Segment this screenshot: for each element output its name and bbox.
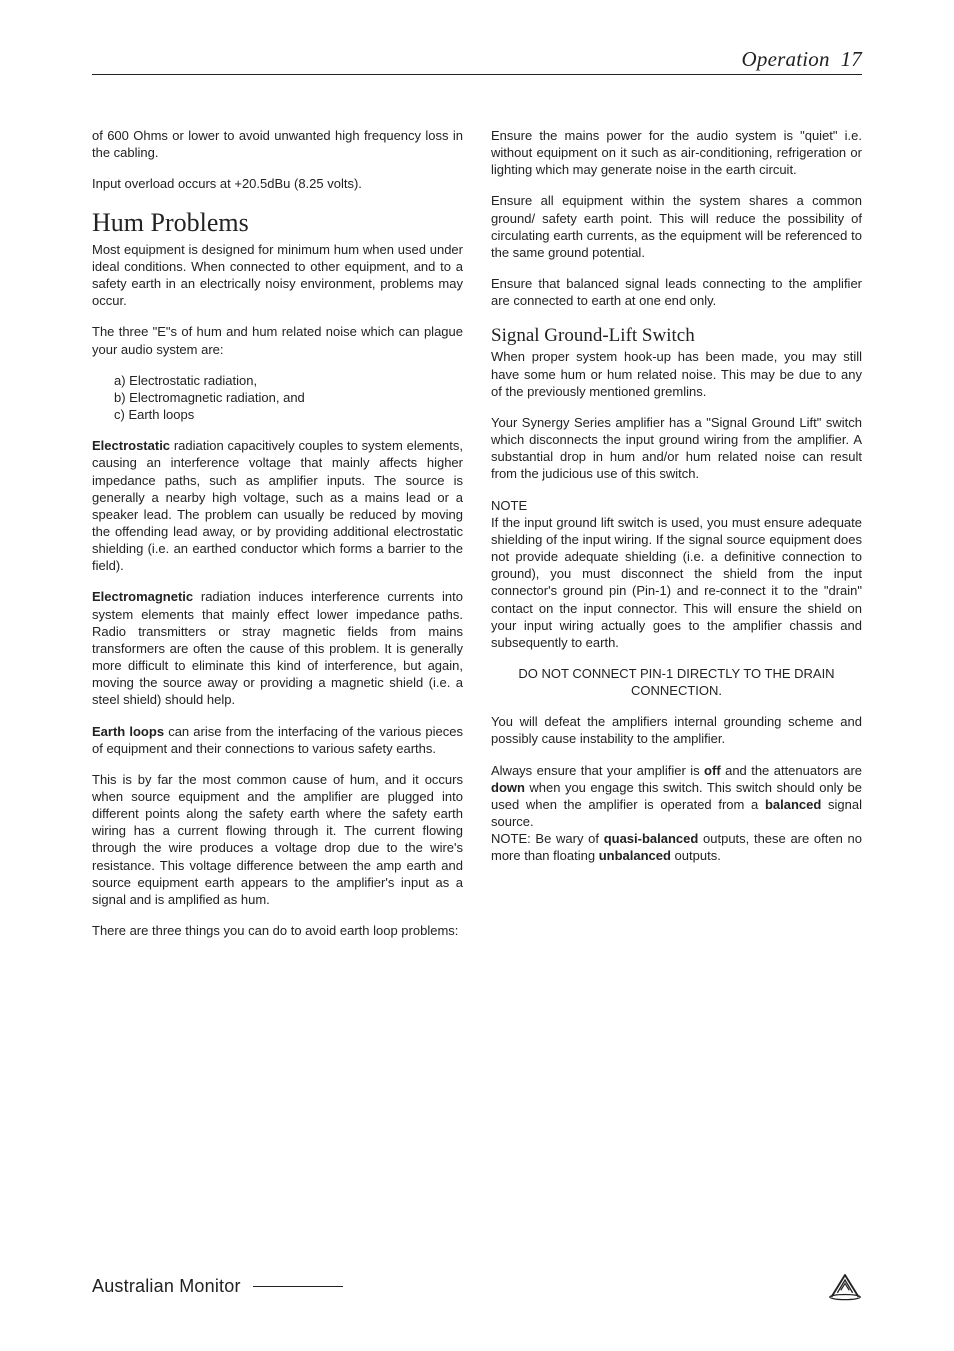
- paragraph-text: NOTE: Be wary of: [491, 831, 604, 846]
- term-earth-loops: Earth loops: [92, 724, 164, 739]
- paragraph: of 600 Ohms or lower to avoid unwanted h…: [92, 127, 463, 161]
- page: Operation 17 of 600 Ohms or lower to avo…: [0, 0, 954, 1351]
- paragraph: Ensure that balanced signal leads connec…: [491, 275, 862, 309]
- term-quasi-balanced: quasi-balanced: [604, 831, 699, 846]
- paragraph: Electrostatic radiation capacitively cou…: [92, 437, 463, 574]
- paragraph: Electromagnetic radiation induces interf…: [92, 588, 463, 708]
- paragraph: Your Synergy Series amplifier has a "Sig…: [491, 414, 862, 483]
- paragraph-text: Always ensure that your amplifier is: [491, 763, 704, 778]
- heading-hum-problems: Hum Problems: [92, 206, 463, 240]
- page-footer: Australian Monitor: [92, 1271, 862, 1301]
- paragraph: Ensure all equipment within the system s…: [491, 192, 862, 261]
- body-columns: of 600 Ohms or lower to avoid unwanted h…: [92, 127, 862, 953]
- paragraph-text: and the attenuators are: [721, 763, 862, 778]
- term-balanced: balanced: [765, 797, 821, 812]
- list-item: c) Earth loops: [114, 406, 463, 423]
- header-section: Operation: [742, 47, 830, 71]
- paragraph: Always ensure that your amplifier is off…: [491, 762, 862, 831]
- term-off: off: [704, 763, 721, 778]
- header-rule: [92, 74, 862, 75]
- term-electrostatic: Electrostatic: [92, 438, 170, 453]
- heading-signal-ground-lift: Signal Ground-Lift Switch: [491, 323, 862, 348]
- paragraph: NOTE: Be wary of quasi-balanced outputs,…: [491, 830, 862, 864]
- footer-rule: [253, 1286, 343, 1287]
- paragraph: Earth loops can arise from the interfaci…: [92, 723, 463, 757]
- three-es-list: a) Electrostatic radiation, b) Electroma…: [92, 372, 463, 423]
- brand-text: Australian Monitor: [92, 1276, 241, 1297]
- paragraph: You will defeat the amplifiers internal …: [491, 713, 862, 747]
- paragraph-text: outputs.: [671, 848, 721, 863]
- paragraph: When proper system hook-up has been made…: [491, 348, 862, 399]
- warning-text: DO NOT CONNECT PIN-1 DIRECTLY TO THE DRA…: [491, 665, 862, 699]
- paragraph: The three "E"s of hum and hum related no…: [92, 323, 463, 357]
- term-electromagnetic: Electromagnetic: [92, 589, 193, 604]
- paragraph: Input overload occurs at +20.5dBu (8.25 …: [92, 175, 463, 192]
- paragraph-text: radiation induces interference currents …: [92, 589, 463, 707]
- paragraph: Most equipment is designed for minimum h…: [92, 241, 463, 310]
- note-label: NOTE: [491, 497, 862, 514]
- list-item: a) Electrostatic radiation,: [114, 372, 463, 389]
- footer-brand: Australian Monitor: [92, 1276, 343, 1297]
- paragraph: Ensure the mains power for the audio sys…: [491, 127, 862, 178]
- brand-logo-icon: [828, 1271, 862, 1301]
- right-column: Ensure the mains power for the audio sys…: [491, 127, 862, 953]
- paragraph: If the input ground lift switch is used,…: [491, 514, 862, 651]
- list-item: b) Electromagnetic radiation, and: [114, 389, 463, 406]
- paragraph: There are three things you can do to avo…: [92, 922, 463, 939]
- term-unbalanced: unbalanced: [599, 848, 671, 863]
- paragraph-text: radiation capacitively couples to system…: [92, 438, 463, 573]
- running-header: Operation 17: [92, 47, 862, 74]
- header-page-number: 17: [841, 47, 862, 71]
- term-down: down: [491, 780, 525, 795]
- paragraph: This is by far the most common cause of …: [92, 771, 463, 908]
- left-column: of 600 Ohms or lower to avoid unwanted h…: [92, 127, 463, 953]
